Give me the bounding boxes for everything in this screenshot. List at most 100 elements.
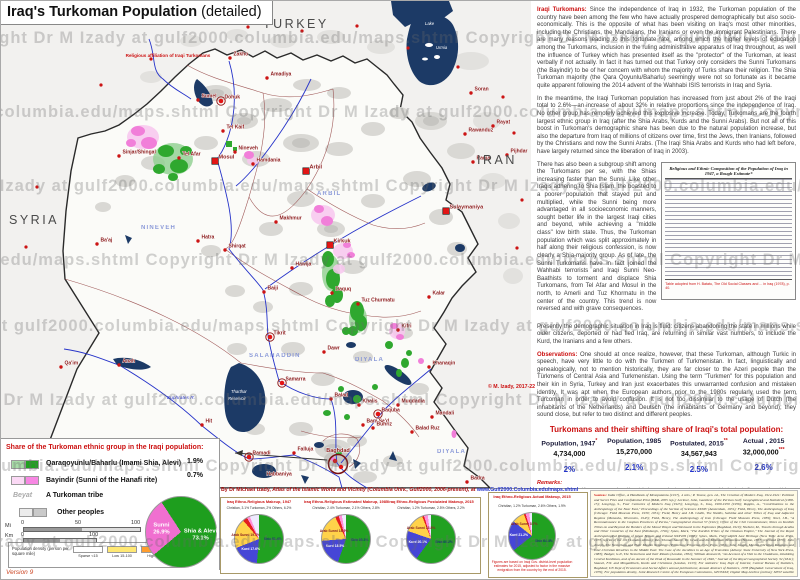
city-marker bbox=[410, 430, 414, 434]
pie-slice-label: Sunni 26.9% bbox=[153, 522, 170, 536]
legend-label-qaraqoyunlu: Qaraqoyunlu/Baharlu (Imami Shia, Alevi) bbox=[46, 460, 182, 467]
paragraph-fluid: Presently the demographic situation in I… bbox=[537, 323, 796, 345]
city-label: Dawr bbox=[328, 346, 340, 352]
city-label: Makhmur bbox=[280, 216, 302, 222]
iraq-map: Zakho Amadiya Sumel Dohuk Tel Kaif Nineveh Mos… bbox=[1, 1, 531, 488]
legend-pct-qaraqoyunlu: 1.9% bbox=[187, 458, 203, 465]
city-label: Tuz Churmatu bbox=[362, 298, 395, 304]
population-value: 4,734,000 bbox=[553, 449, 586, 459]
pie-slice-label: Shia 55.3% bbox=[350, 538, 369, 543]
city-marker bbox=[501, 95, 505, 99]
city-marker bbox=[515, 246, 519, 250]
city-marker bbox=[244, 452, 254, 462]
city-label: Shirqat bbox=[229, 244, 247, 250]
pie-caption: Figures are based on Iraqi Gov. district… bbox=[491, 560, 573, 572]
population-value: 15,270,000 bbox=[616, 447, 653, 457]
city-marker bbox=[196, 98, 200, 102]
movement-arrows bbox=[125, 235, 397, 484]
inset-table-footnote: Table adopted from H. Batatu, The Old So… bbox=[665, 281, 790, 290]
version-label: Version 9 bbox=[6, 569, 34, 576]
pie-chart-iraq-1947 bbox=[234, 514, 284, 564]
map-labels: Zakho Amadiya Sumel Dohuk Tel Kaif Nineveh Mos… bbox=[9, 17, 528, 482]
city-marker bbox=[265, 332, 275, 342]
city-marker bbox=[469, 91, 473, 95]
city-marker bbox=[512, 131, 516, 135]
city-marker bbox=[149, 57, 153, 61]
pie-chart-title: Iraq Ethno-Religious Actual Makeup, 2015 bbox=[493, 494, 571, 499]
city-label: Bani Sa'd bbox=[367, 419, 390, 425]
city-label: Arbil bbox=[310, 165, 323, 171]
attribution-url[interactable]: www.Gulf2000.Columbia.edu/maps.shtml bbox=[476, 487, 579, 493]
scale-tick: 0 bbox=[21, 520, 25, 526]
density-swatch-sparse bbox=[73, 546, 103, 553]
remark-text: Figures adopted from H. Batatu, The Old … bbox=[551, 487, 792, 488]
map-title: Iraq's Turkoman Population (detailed) bbox=[1, 1, 273, 25]
city-marker bbox=[300, 29, 304, 33]
map-title-sub: (detailed) bbox=[197, 4, 262, 20]
scale-tick: 50 bbox=[75, 520, 82, 526]
city-marker bbox=[228, 56, 232, 60]
scale-km-label: Km bbox=[5, 533, 14, 539]
city-marker bbox=[373, 409, 383, 419]
city-label: Mosul bbox=[219, 155, 235, 161]
water-label: Reservoir bbox=[228, 396, 247, 401]
population-column: Population, 1985 15,270,000 2.1% bbox=[602, 438, 667, 474]
population-percent: 2.6% bbox=[754, 463, 773, 473]
city-marker bbox=[406, 46, 410, 50]
pie-slice-label: Kurd 20.1% bbox=[408, 540, 428, 545]
city-marker bbox=[277, 378, 287, 388]
legend-label-other: Other peoples bbox=[57, 509, 105, 516]
city-label: Ramadi bbox=[253, 451, 272, 457]
city-marker bbox=[375, 411, 381, 417]
city-label: Rania bbox=[477, 156, 491, 162]
pie-slice-label: Shia 64.4% bbox=[535, 538, 553, 543]
city-marker bbox=[218, 98, 224, 104]
pie-slice-label: Arab Sunni 18.9% bbox=[319, 529, 349, 534]
city-marker bbox=[456, 65, 460, 69]
city-marker bbox=[35, 185, 39, 189]
city-marker bbox=[99, 83, 103, 87]
city-marker bbox=[267, 334, 273, 340]
paragraph-lead: Iraqi Turkomans: bbox=[537, 7, 587, 13]
population-column-header: Actual , 2015 bbox=[742, 438, 785, 446]
city-label: Samarra bbox=[286, 377, 306, 383]
sources-lead: Sources: bbox=[594, 493, 608, 497]
province-label: SALAHADDIN bbox=[249, 353, 301, 359]
city-marker bbox=[463, 132, 467, 136]
water-label: Tharthar bbox=[231, 389, 247, 394]
pie-small-slice-labels: Christian, 3.1% Turkoman, 2% Others, 6.2… bbox=[226, 506, 292, 510]
remark-row: *Figures adopted from H. Batatu, The Old… bbox=[537, 487, 796, 488]
map-title-main: Iraq's Turkoman Population bbox=[7, 4, 198, 20]
swatch-pink-dark bbox=[25, 476, 39, 485]
city-label: Anah bbox=[123, 359, 136, 365]
lake-islands bbox=[422, 43, 440, 61]
city-marker bbox=[329, 397, 333, 401]
legend-pie-title: Religious affiliation of Iraqi Turkomans bbox=[125, 53, 211, 58]
text-panel: Iraqi Turkomans: Since the independence … bbox=[531, 1, 800, 488]
density-legend-label: Population density (person per square mi… bbox=[12, 546, 69, 557]
city-label: Rawanduz bbox=[469, 128, 494, 134]
copyright-note: © M. Izady, 2017-22 bbox=[488, 384, 535, 390]
city-marker bbox=[361, 423, 365, 427]
city-label: Hit bbox=[206, 419, 213, 425]
city-marker bbox=[427, 365, 431, 369]
city-marker bbox=[279, 380, 285, 386]
scale-bar-mi bbox=[23, 527, 141, 532]
city-marker bbox=[330, 291, 334, 295]
legend-tribe-example: Beyat bbox=[13, 492, 33, 499]
population-percent: 2.1% bbox=[625, 463, 644, 473]
inset-table-title: Religious and Ethnic Composition of the … bbox=[669, 165, 788, 176]
province-label: NINEVEH bbox=[141, 225, 176, 231]
city-marker bbox=[520, 198, 524, 202]
city-label: Sinjar/Shingal bbox=[123, 150, 157, 156]
city-marker bbox=[491, 124, 495, 128]
swatch-pink-light bbox=[11, 476, 25, 485]
city-marker bbox=[233, 150, 237, 154]
pie-small-slice-labels: Christian, 1.2% Turkoman, 2.5% Others, 2… bbox=[397, 506, 465, 510]
population-value: 32,000,000*** bbox=[742, 447, 785, 457]
legend-pct-bayindir: 0.7% bbox=[187, 472, 203, 479]
river-label: Euphrates R. bbox=[167, 395, 195, 401]
city-label: Baghdad bbox=[326, 448, 350, 454]
city-marker bbox=[95, 242, 99, 246]
swatch-green-light bbox=[11, 460, 25, 469]
